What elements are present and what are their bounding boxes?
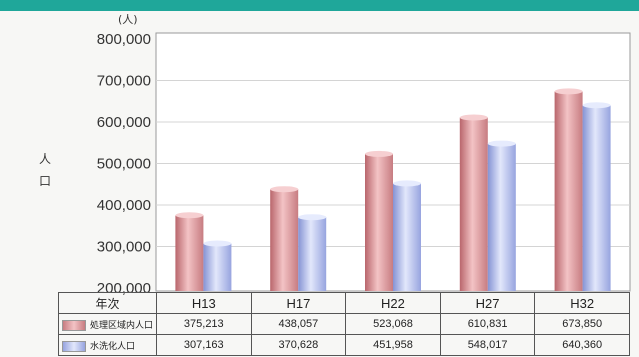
category-label: H13 <box>156 292 252 314</box>
bar-cap <box>582 102 611 109</box>
bar-flush-toilet-population <box>582 105 611 291</box>
data-label: 370,628 <box>250 334 347 356</box>
data-label: 548,017 <box>439 334 536 356</box>
y-tick-label: 500,000 <box>97 156 151 173</box>
y-tick-label: 400,000 <box>97 197 151 214</box>
category-label: H17 <box>250 292 347 314</box>
category-label: H27 <box>439 292 536 314</box>
y-tick-label: 800,000 <box>97 31 151 48</box>
legend-entry: 水洗化人口 <box>58 334 157 356</box>
legend-swatch-blue <box>62 340 86 352</box>
bar-service-area-population <box>365 153 393 291</box>
table-header-label: 年次 <box>58 292 157 314</box>
bar-flush-toilet-population <box>487 143 516 291</box>
bar-cap <box>365 150 393 157</box>
bar-flush-toilet-population <box>203 243 232 291</box>
bar-cap <box>270 186 299 193</box>
data-table: 年次 H13 H17 H22 H27 H32 処理区域内人口 375,213 4… <box>58 292 630 356</box>
data-label: 307,163 <box>156 334 252 356</box>
legend-entry: 処理区域内人口 <box>58 313 157 335</box>
bar-cap <box>459 114 488 121</box>
legend-swatch-pink <box>62 319 86 331</box>
y-axis-label: 人口 <box>38 152 51 188</box>
table-row: 処理区域内人口 375,213 438,057 523,068 610,831 … <box>58 313 630 335</box>
y-axis-unit: (人) <box>118 13 138 26</box>
bar-service-area-population <box>270 189 299 291</box>
data-label: 523,068 <box>345 313 441 335</box>
bar-cap <box>203 240 232 247</box>
table-header-row: 年次 H13 H17 H22 H27 H32 <box>58 292 630 314</box>
y-tick-label: 700,000 <box>97 73 151 90</box>
data-label: 610,831 <box>439 313 536 335</box>
bar-service-area-population <box>459 117 488 292</box>
data-label: 640,360 <box>534 334 630 356</box>
category-label: H22 <box>345 292 441 314</box>
bar-cap <box>393 180 421 187</box>
bar-flush-toilet-population <box>393 183 421 291</box>
series-name: 水洗化人口 <box>90 341 136 352</box>
data-label: 673,850 <box>534 313 630 335</box>
series-name: 処理区域内人口 <box>90 320 154 331</box>
bar-cap <box>487 140 516 147</box>
y-tick-label: 300,000 <box>97 239 151 256</box>
data-label: 375,213 <box>156 313 252 335</box>
bar-service-area-population <box>175 215 204 291</box>
y-tick-label: 600,000 <box>97 114 151 131</box>
bar-flush-toilet-population <box>298 217 327 291</box>
bar-cap <box>298 214 327 221</box>
bar-service-area-population <box>554 91 583 291</box>
data-label: 438,057 <box>250 313 347 335</box>
table-row: 水洗化人口 307,163 370,628 451,958 548,017 64… <box>58 334 630 356</box>
category-label: H32 <box>534 292 630 314</box>
title-bar <box>0 0 639 11</box>
bar-cap <box>554 88 583 95</box>
bar-cap <box>175 212 204 219</box>
data-label: 451,958 <box>345 334 441 356</box>
